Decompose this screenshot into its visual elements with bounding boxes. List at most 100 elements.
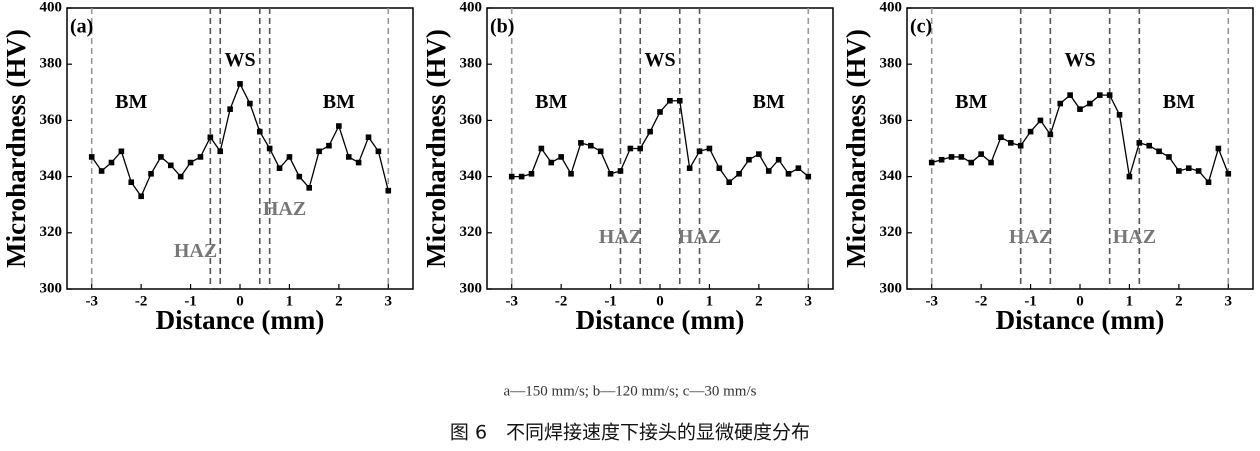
point bbox=[128, 179, 135, 186]
point bbox=[286, 154, 293, 160]
point bbox=[588, 142, 594, 149]
point bbox=[276, 165, 283, 171]
annotation: HAZ bbox=[599, 226, 642, 248]
point bbox=[756, 151, 762, 157]
point bbox=[345, 154, 352, 160]
x-tick-label: -1 bbox=[184, 293, 197, 309]
point bbox=[706, 145, 713, 152]
point bbox=[336, 123, 342, 129]
annotation: HAZ bbox=[263, 198, 306, 220]
point bbox=[968, 159, 975, 166]
point bbox=[247, 100, 253, 107]
x-tick-label: -2 bbox=[135, 293, 148, 309]
point bbox=[1126, 173, 1133, 180]
point bbox=[355, 159, 362, 166]
point bbox=[1156, 148, 1162, 155]
x-tick-label: 1 bbox=[286, 293, 294, 309]
x-tick-label: 2 bbox=[755, 293, 763, 309]
point bbox=[108, 159, 115, 166]
point bbox=[118, 148, 125, 155]
point bbox=[716, 165, 723, 171]
point bbox=[256, 128, 263, 135]
point bbox=[1037, 117, 1044, 124]
point bbox=[948, 154, 955, 160]
y-axis-title: Microhardness (HV) bbox=[1, 29, 31, 268]
point bbox=[795, 165, 802, 171]
x-tick-label: -3 bbox=[505, 293, 518, 309]
point bbox=[148, 170, 154, 177]
point bbox=[1215, 145, 1222, 152]
x-tick-label: 3 bbox=[385, 293, 393, 309]
point bbox=[88, 154, 95, 160]
point bbox=[958, 154, 965, 160]
point bbox=[1027, 128, 1034, 135]
point bbox=[538, 145, 545, 152]
x-tick-label: -1 bbox=[604, 293, 617, 309]
point bbox=[237, 81, 243, 87]
x-tick-label: -3 bbox=[925, 293, 938, 309]
point bbox=[938, 156, 945, 163]
x-tick-label: 1 bbox=[1126, 293, 1134, 309]
point bbox=[765, 168, 772, 174]
x-tick-label: 2 bbox=[1175, 293, 1183, 309]
panel-label: (c) bbox=[910, 16, 932, 38]
y-tick-label: 400 bbox=[40, 0, 63, 15]
x-tick-label: -2 bbox=[975, 293, 988, 309]
point bbox=[746, 156, 752, 163]
point bbox=[227, 106, 233, 112]
point bbox=[385, 187, 392, 194]
point bbox=[978, 151, 984, 157]
point bbox=[1176, 168, 1182, 174]
annotation: BM bbox=[1163, 91, 1195, 113]
y-tick-label: 380 bbox=[40, 56, 63, 72]
point bbox=[686, 165, 693, 171]
point bbox=[187, 159, 194, 166]
x-axis-title: Distance (mm) bbox=[156, 305, 325, 335]
point bbox=[168, 162, 174, 169]
y-tick-label: 320 bbox=[460, 224, 483, 240]
point bbox=[1195, 168, 1202, 174]
annotation: BM bbox=[955, 91, 987, 113]
point bbox=[578, 140, 584, 146]
point bbox=[597, 148, 604, 155]
point bbox=[1057, 100, 1064, 107]
point bbox=[928, 159, 935, 166]
point bbox=[568, 170, 574, 177]
point bbox=[1225, 170, 1232, 177]
point bbox=[1185, 165, 1192, 171]
point bbox=[726, 179, 732, 186]
point bbox=[266, 145, 273, 152]
point bbox=[326, 142, 332, 149]
y-tick-label: 400 bbox=[880, 0, 903, 15]
y-axis-title: Microhardness (HV) bbox=[421, 29, 451, 268]
x-tick-label: 3 bbox=[805, 293, 813, 309]
point bbox=[637, 145, 644, 152]
point bbox=[1017, 142, 1024, 149]
x-tick-label: 2 bbox=[335, 293, 343, 309]
x-tick-label: 0 bbox=[236, 293, 244, 309]
point bbox=[138, 193, 144, 200]
y-tick-label: 360 bbox=[40, 112, 63, 128]
x-axis-title: Distance (mm) bbox=[576, 305, 745, 335]
point bbox=[998, 134, 1004, 141]
annotation: HAZ bbox=[1009, 226, 1052, 248]
caption-speeds: a—150 mm/s; b—120 mm/s; c—30 mm/s bbox=[504, 383, 757, 399]
y-tick-label: 320 bbox=[880, 224, 903, 240]
x-tick-label: 0 bbox=[656, 293, 664, 309]
point bbox=[1146, 142, 1152, 149]
y-tick-label: 380 bbox=[460, 56, 483, 72]
point bbox=[1116, 111, 1123, 118]
point bbox=[667, 97, 673, 104]
point bbox=[558, 154, 564, 160]
caption-title: 图 6 不同焊接速度下接头的显微硬度分布 bbox=[450, 422, 810, 444]
annotation: WS bbox=[644, 49, 675, 71]
point bbox=[1096, 92, 1103, 98]
annotation: BM bbox=[323, 91, 355, 113]
y-tick-label: 300 bbox=[460, 280, 483, 296]
y-tick-label: 360 bbox=[880, 112, 903, 128]
x-tick-label: 3 bbox=[1225, 293, 1233, 309]
point bbox=[375, 148, 382, 155]
point bbox=[1077, 106, 1083, 112]
